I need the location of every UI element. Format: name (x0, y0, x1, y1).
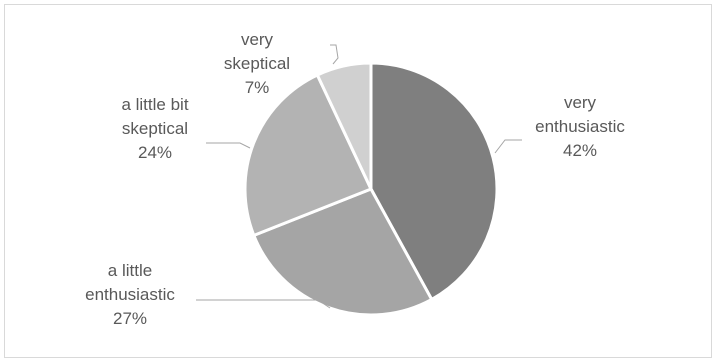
leader-line-2 (206, 142, 251, 149)
slice-label-line-1-1: enthusiastic (85, 285, 175, 304)
slice-percent-0: 42% (563, 141, 597, 160)
slice-label-2: a little bit skeptical 24% (121, 95, 188, 162)
slice-label-line-0-0: very (564, 93, 597, 112)
slice-percent-2: 24% (138, 143, 172, 162)
slice-label-line-2-0: a little bit (121, 95, 188, 114)
leader-line-0 (494, 139, 522, 154)
slice-percent-3: 7% (245, 78, 270, 97)
slice-label-line-3-1: skeptical (224, 54, 290, 73)
pie-slice-3 (315, 61, 373, 191)
pie-slice-2 (243, 73, 373, 237)
slice-label-line-0-1: enthusiastic (535, 117, 625, 136)
slice-label-3: very skeptical 7% (224, 30, 290, 97)
slice-percent-1: 27% (113, 309, 147, 328)
pie-slice-0 (369, 61, 499, 301)
slice-label-1: a little enthusiastic 27% (85, 261, 175, 328)
slice-label-line-1-0: a little (108, 261, 152, 280)
leader-line-1 (196, 299, 331, 309)
slice-label-line-3-0: very (241, 30, 274, 49)
slice-label-0: very enthusiastic 42% (535, 93, 625, 160)
slice-label-line-2-1: skeptical (122, 119, 188, 138)
leader-line-3 (330, 44, 339, 65)
